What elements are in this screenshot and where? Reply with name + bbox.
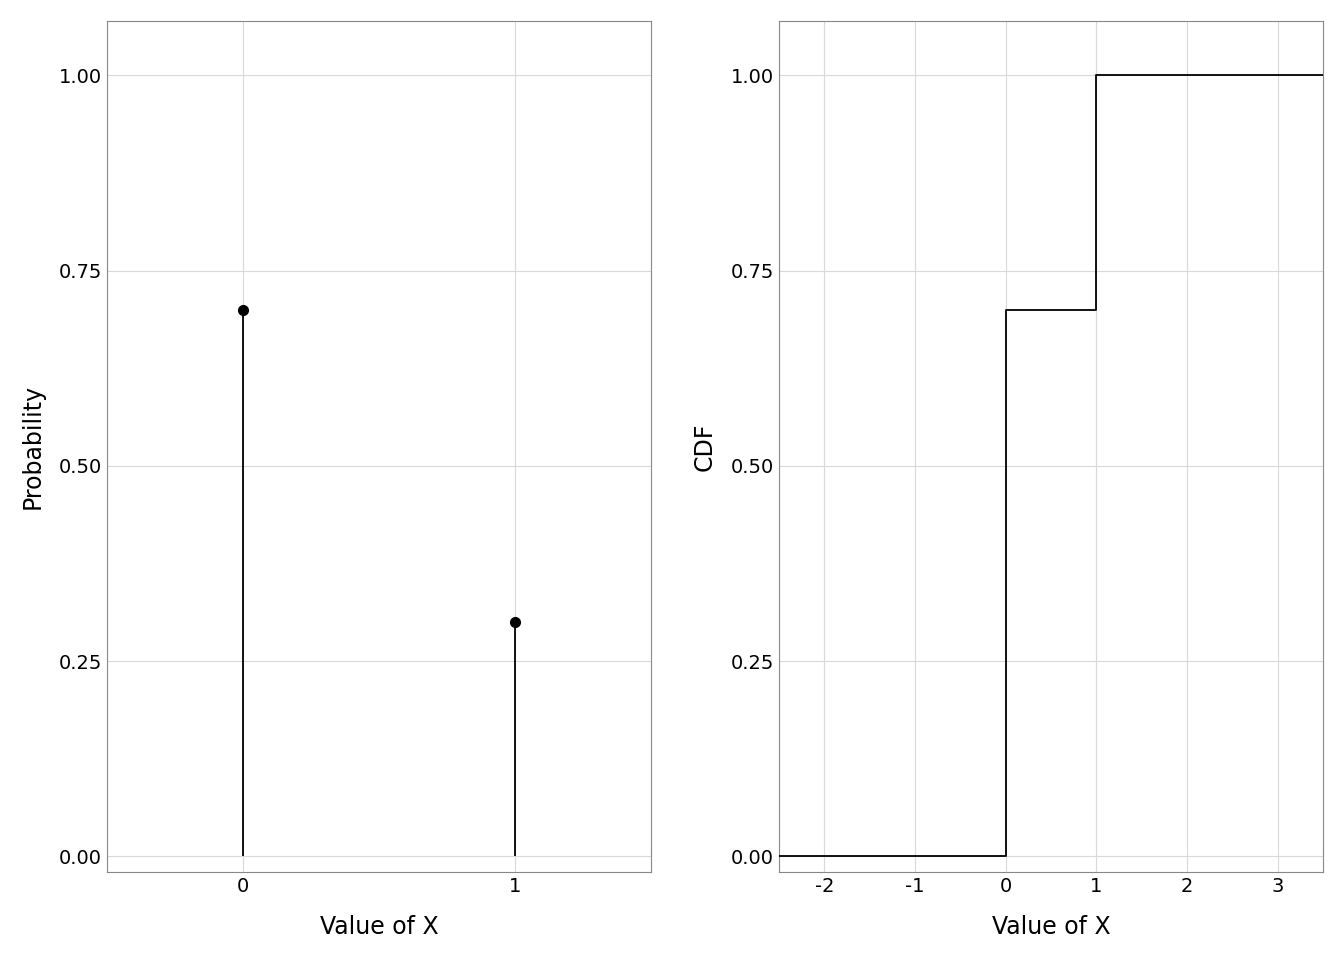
X-axis label: Value of X: Value of X xyxy=(992,915,1110,939)
Y-axis label: Probability: Probability xyxy=(22,384,44,509)
X-axis label: Value of X: Value of X xyxy=(320,915,438,939)
Y-axis label: CDF: CDF xyxy=(694,422,716,470)
